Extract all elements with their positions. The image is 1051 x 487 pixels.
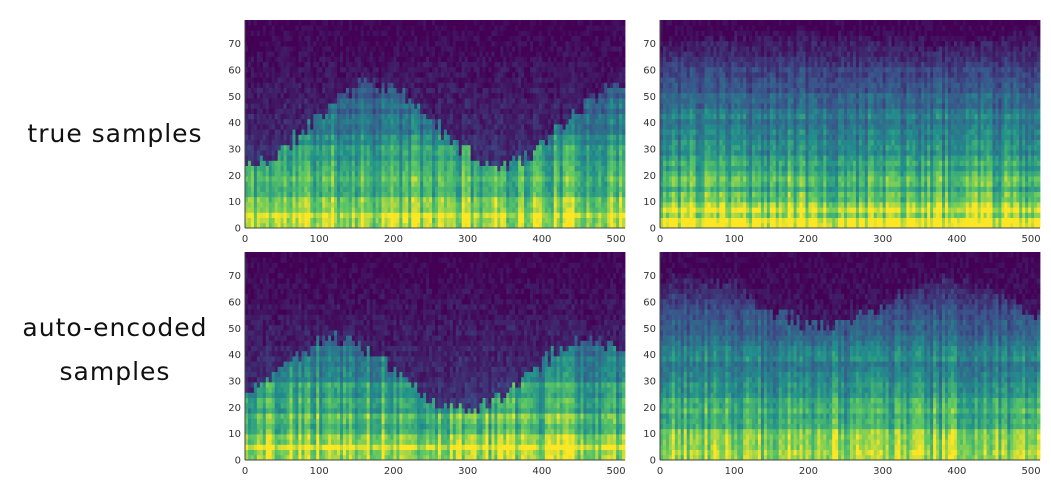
y-tick-label: 30 xyxy=(643,377,656,388)
x-tick-label: 500 xyxy=(607,466,626,476)
x-tick-label: 0 xyxy=(242,234,248,244)
y-tick-label: 40 xyxy=(228,118,241,129)
spectrogram-svg: 0 100 200 300 400 500 0 10 20 30 40 50 60 70 xyxy=(643,20,1041,245)
y-tick-label: 40 xyxy=(643,350,656,361)
y-tick-label: 40 xyxy=(228,350,241,361)
y-tick-label: 50 xyxy=(228,92,241,103)
x-tick-label: 400 xyxy=(947,466,966,476)
heatmap-cells xyxy=(245,20,626,229)
y-tick-label: 50 xyxy=(643,92,656,103)
x-tick-label: 100 xyxy=(310,466,329,476)
x-tick-label: 400 xyxy=(532,234,551,244)
y-tick-label: 0 xyxy=(235,456,241,467)
x-tick-label: 200 xyxy=(384,466,403,476)
y-tick-label: 60 xyxy=(228,298,241,309)
x-tick-label: 400 xyxy=(532,466,551,476)
spectrogram-auto-encoded-sample-1: 0 100 200 300 400 500 0 10 20 30 40 50 60 70 xyxy=(215,246,630,477)
spectrogram-true-sample-1: 0 100 200 300 400 500 0 10 20 30 40 50 60 70 xyxy=(215,14,630,245)
x-tick-label: 0 xyxy=(657,466,663,476)
spectrogram-true-sample-2: 0 100 200 300 400 500 0 10 20 30 40 50 60 70 xyxy=(630,14,1045,245)
y-tick-label: 0 xyxy=(650,456,656,467)
spectrogram-svg: 0 100 200 300 400 500 0 10 20 30 40 50 60 70 xyxy=(228,252,626,477)
row-label-true-text: true samples xyxy=(0,112,230,156)
y-tick-label: 70 xyxy=(228,271,241,282)
x-tick-label: 500 xyxy=(607,234,626,244)
y-tick-label: 60 xyxy=(643,66,656,77)
y-tick-label: 10 xyxy=(228,197,241,208)
y-tick-label: 40 xyxy=(643,118,656,129)
y-tick-label: 10 xyxy=(643,197,656,208)
x-tick-label: 300 xyxy=(873,466,892,476)
x-tick-label: 100 xyxy=(725,466,744,476)
y-tick-label: 70 xyxy=(228,39,241,50)
y-tick-label: 20 xyxy=(643,403,656,414)
row-label-auto-encoded-samples: auto-encoded samples xyxy=(0,306,230,394)
x-tick-label: 0 xyxy=(657,234,663,244)
heatmap-cells xyxy=(660,252,1041,461)
heatmap-cells xyxy=(245,252,626,461)
y-tick-label: 30 xyxy=(228,377,241,388)
y-tick-label: 20 xyxy=(643,171,656,182)
row-label-auto-line2: samples xyxy=(0,350,230,394)
y-tick-label: 0 xyxy=(235,224,241,235)
y-tick-label: 10 xyxy=(228,429,241,440)
row-label-true-samples: true samples xyxy=(0,112,230,156)
y-tick-label: 60 xyxy=(643,298,656,309)
x-tick-label: 200 xyxy=(799,234,818,244)
x-tick-label: 100 xyxy=(725,234,744,244)
x-tick-label: 400 xyxy=(947,234,966,244)
x-tick-label: 100 xyxy=(310,234,329,244)
y-tick-label: 10 xyxy=(643,429,656,440)
spectrogram-svg: 0 100 200 300 400 500 0 10 20 30 40 50 60 70 xyxy=(228,20,626,245)
x-tick-label: 300 xyxy=(458,466,477,476)
y-tick-label: 70 xyxy=(643,271,656,282)
x-tick-label: 200 xyxy=(799,466,818,476)
x-tick-label: 0 xyxy=(242,466,248,476)
x-tick-label: 500 xyxy=(1022,466,1041,476)
spectrogram-auto-encoded-sample-2: 0 100 200 300 400 500 0 10 20 30 40 50 60 70 xyxy=(630,246,1045,477)
x-tick-label: 500 xyxy=(1022,234,1041,244)
y-tick-label: 30 xyxy=(643,145,656,156)
spectrogram-svg: 0 100 200 300 400 500 0 10 20 30 40 50 60 70 xyxy=(643,252,1041,477)
y-tick-label: 30 xyxy=(228,145,241,156)
y-tick-label: 0 xyxy=(650,224,656,235)
y-tick-label: 20 xyxy=(228,403,241,414)
x-tick-label: 300 xyxy=(873,234,892,244)
x-tick-label: 200 xyxy=(384,234,403,244)
x-tick-label: 300 xyxy=(458,234,477,244)
heatmap-cells xyxy=(660,20,1041,229)
y-tick-label: 60 xyxy=(228,66,241,77)
y-tick-label: 50 xyxy=(228,324,241,335)
row-label-auto-line1: auto-encoded xyxy=(0,306,230,350)
y-tick-label: 70 xyxy=(643,39,656,50)
y-tick-label: 20 xyxy=(228,171,241,182)
y-tick-label: 50 xyxy=(643,324,656,335)
